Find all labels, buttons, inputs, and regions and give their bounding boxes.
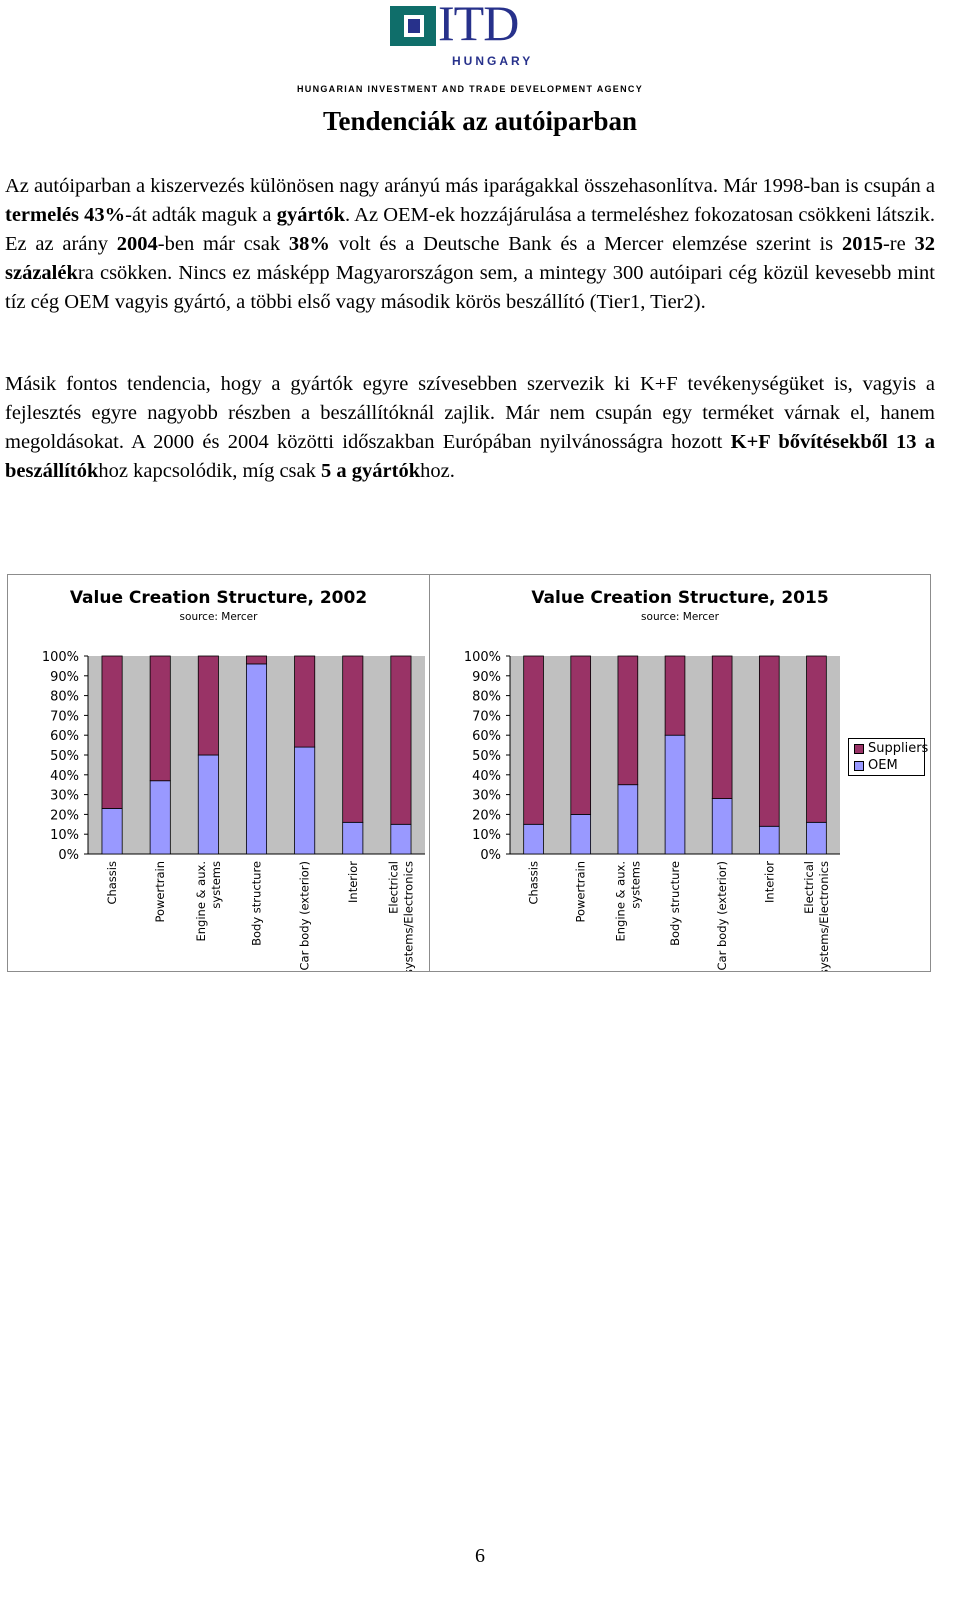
logo-mark-icon [390,6,436,46]
bar-oem [570,813,592,855]
paragraph-outsourcing: Az autóiparban a kiszervezés különösen n… [5,175,935,313]
x-tick-label: systems/Electronics [401,861,415,971]
agency-name: HUNGARIAN INVESTMENT AND TRADE DEVELOPME… [296,84,644,94]
x-tick-label: Body structure [250,861,264,946]
logo-subtitle: HUNGARY [452,54,534,68]
y-tick-label: 60% [472,729,501,744]
bar-oem [149,780,171,855]
y-tick-label: 10% [472,828,501,843]
bar-oem [711,798,733,855]
bar-suppliers [523,655,544,825]
chart-legend: Suppliers OEM [848,738,929,776]
bar-oem [664,734,686,855]
x-tick-label: Powertrain [153,861,167,923]
x-tick-label: Electrical [802,861,816,914]
bar-suppliers [342,655,364,823]
bar-suppliers [101,655,123,809]
bar-suppliers [806,655,827,823]
y-tick-label: 20% [472,808,501,823]
x-tick-label: systems [628,861,642,909]
itd-hungary-logo: ITD HUNGARY [390,0,560,72]
y-tick-label: 90% [50,670,79,685]
y-tick-label: 30% [50,789,79,804]
legend-swatch-suppliers [854,744,864,754]
bar-oem [617,784,639,855]
chart-source: source: Mercer [179,611,258,623]
bar-suppliers [390,655,412,825]
y-tick-label: 70% [50,709,79,724]
bar-oem [758,825,780,855]
y-tick-label: 50% [50,749,79,764]
bar-oem [523,823,544,855]
y-tick-label: 30% [472,789,501,804]
bar-oem [342,821,364,855]
x-tick-label: Chassis [527,861,541,905]
y-tick-label: 20% [50,808,79,823]
y-tick-label: 10% [50,828,79,843]
chart-title: Value Creation Structure, 2015 [531,588,829,608]
legend-swatch-oem [854,761,864,771]
bar-suppliers [570,655,592,815]
x-tick-label: Interior [346,861,360,903]
y-tick-label: 100% [42,650,79,665]
page-number: 6 [475,1545,485,1567]
y-tick-label: 40% [50,769,79,784]
chart-title: Value Creation Structure, 2002 [69,588,368,608]
x-tick-label: Car body (exterior) [715,861,729,970]
y-tick-label: 40% [472,769,501,784]
x-tick-label: Body structure [668,861,682,946]
bar-suppliers [711,655,733,799]
bar-suppliers [245,655,268,665]
chart-source: source: Mercer [641,611,719,623]
bar-suppliers [294,655,316,748]
page-title: Tendenciák az autóiparban [322,106,638,136]
chart-2002: Value Creation Structure, 2002 source: M… [7,574,430,972]
x-tick-label: Interior [762,861,776,903]
y-tick-label: 80% [472,690,501,705]
x-tick-label: Powertrain [574,861,588,923]
x-tick-label: systems/Electronics [817,861,831,971]
chart-2015: Value Creation Structure, 2015 source: M… [429,574,931,972]
legend-label-suppliers: Suppliers [868,741,929,756]
chart-2002-plot: 0% 10% 20% 30% 40% 50% 60% 70% 80% 90% 100% Chassis… [42,650,425,971]
bar-oem [806,821,827,855]
y-tick-label: 0% [58,848,79,863]
bar-oem [245,663,268,855]
x-tick-label: Chassis [105,861,119,905]
y-tick-label: 100% [464,650,501,665]
x-tick-label: Engine & aux. [613,861,627,942]
bar-suppliers [617,655,639,786]
y-tick-label: 50% [472,749,501,764]
bar-oem [294,746,316,855]
bar-oem [390,823,412,855]
logo-word: ITD [438,0,519,51]
x-tick-label: Engine & aux. [194,861,208,942]
bar-oem [101,808,123,855]
bar-suppliers [197,655,219,756]
bar-suppliers [149,655,171,782]
y-tick-label: 0% [480,848,501,863]
legend-label-oem: OEM [868,758,898,773]
paragraph-rnd: Másik fontos tendencia, hogy a gyártók e… [5,373,935,482]
bar-oem [197,754,219,855]
y-tick-label: 60% [50,729,79,744]
y-tick-label: 80% [50,690,79,705]
x-tick-label: systems [209,861,223,909]
chart-2015-plot: 0% 10% 20% 30% 40% 50% 60% 70% 80% 90% 100% Chassis… [464,650,840,971]
bar-suppliers [758,655,780,827]
y-tick-label: 70% [472,709,501,724]
x-tick-label: Car body (exterior) [298,861,312,970]
bar-suppliers [664,655,686,736]
x-tick-label: Electrical [386,861,400,914]
y-tick-label: 90% [472,670,501,685]
